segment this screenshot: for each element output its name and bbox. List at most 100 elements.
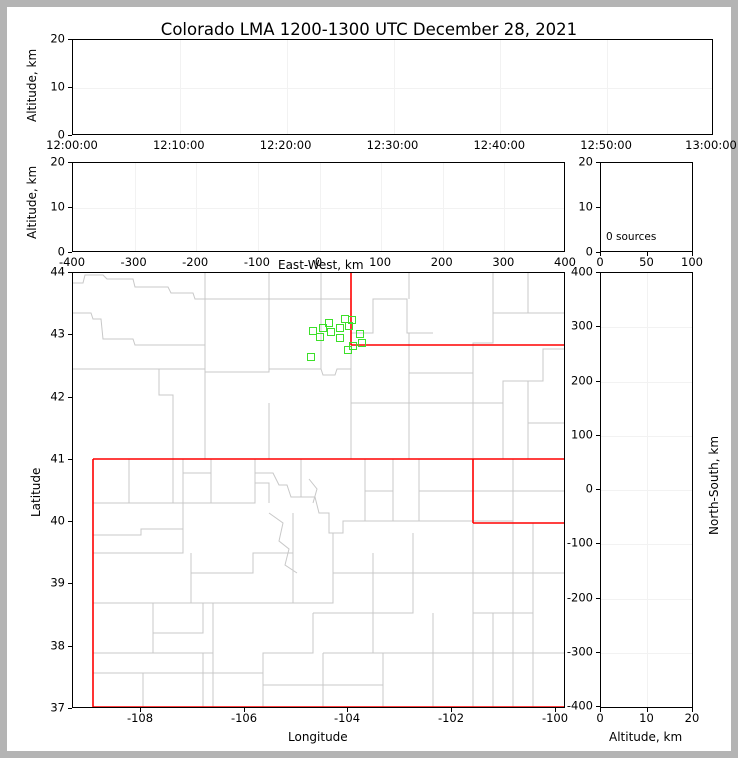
gridline: [381, 163, 383, 251]
source-marker: [327, 328, 335, 336]
axis-tick: [646, 708, 648, 712]
axis-tick: [68, 334, 72, 336]
source-marker: [344, 346, 352, 354]
axis-tick: [68, 521, 72, 523]
gridline: [393, 40, 395, 134]
axis-tick: [646, 252, 648, 256]
gridline: [601, 490, 692, 491]
axis-tick: [596, 434, 600, 436]
y-tick-label: -200: [566, 589, 593, 604]
source-histogram-panel[interactable]: 0 sources: [600, 162, 693, 252]
axis-tick: [596, 252, 600, 253]
x-tick-label: -100: [541, 711, 569, 725]
axis-tick: [347, 708, 348, 712]
figure-title: Colorado LMA 1200-1300 UTC December 28, …: [160, 20, 578, 39]
axis-tick: [692, 252, 693, 256]
y-axis-label: Latitude: [29, 467, 43, 517]
axis-tick: [68, 272, 72, 273]
y-tick-label: 100: [571, 426, 593, 441]
axis-tick: [596, 162, 600, 163]
x-tick-label: -106: [230, 711, 258, 725]
gridline: [73, 88, 712, 89]
source-marker: [356, 330, 364, 338]
north-south-altitude-panel[interactable]: [600, 272, 693, 708]
y-axis-label: North-South, km: [707, 435, 721, 535]
x-tick-label: 12:50:00: [580, 138, 632, 152]
y-tick-label: 0: [57, 244, 65, 259]
x-tick-label: 100: [681, 255, 703, 269]
y-tick-label: 10: [578, 199, 593, 214]
gridline: [442, 163, 444, 251]
source-count-annotation: 0 sources: [606, 231, 657, 243]
axis-tick: [596, 543, 600, 545]
x-tick-label: 13:00:00: [685, 138, 737, 152]
y-tick-label: 44: [50, 264, 65, 279]
y-tick-label: 0: [585, 481, 593, 496]
source-marker: [316, 333, 324, 341]
y-tick-label: 20: [578, 154, 593, 169]
axis-tick: [596, 207, 600, 208]
y-tick-label: 10: [50, 199, 65, 214]
figure-canvas: Colorado LMA 1200-1300 UTC December 28, …: [7, 7, 737, 751]
x-tick-label: 12:20:00: [259, 138, 312, 152]
map-panel[interactable]: [72, 272, 565, 708]
x-tick-label: 50: [639, 255, 654, 269]
x-axis-label: Longitude: [288, 730, 348, 744]
x-tick-label: -100: [243, 255, 270, 269]
source-marker: [358, 339, 366, 347]
source-marker: [309, 327, 317, 335]
axis-tick: [596, 326, 600, 328]
x-tick-label: 0: [596, 255, 604, 269]
x-tick-label: 12:30:00: [366, 138, 419, 152]
axis-tick: [600, 708, 601, 712]
x-tick-label: -104: [333, 711, 361, 725]
source-marker: [307, 353, 315, 361]
x-tick-label: 12:40:00: [473, 138, 526, 152]
x-tick-label: 400: [554, 255, 576, 269]
y-tick-label: 20: [50, 31, 65, 46]
gridline: [607, 40, 609, 134]
y-tick-label: 38: [50, 637, 65, 652]
axis-tick: [68, 252, 72, 253]
y-axis-label: Altitude, km: [25, 48, 39, 122]
time-height-panel[interactable]: [72, 39, 713, 135]
x-tick-label: 100: [369, 255, 392, 269]
y-tick-label: 300: [571, 318, 593, 333]
y-tick-label: 0: [585, 244, 593, 259]
gridline: [319, 163, 321, 251]
axis-tick: [596, 272, 600, 273]
gridline: [73, 208, 564, 209]
east-west-altitude-panel[interactable]: [72, 162, 565, 252]
x-tick-label: -200: [182, 255, 209, 269]
y-tick-label: 41: [50, 451, 65, 466]
x-axis-label: East-West, km: [278, 258, 364, 272]
axis-tick: [68, 87, 72, 88]
y-tick-label: 200: [571, 372, 593, 387]
x-tick-label: 10: [639, 711, 654, 725]
axis-tick: [68, 583, 72, 585]
x-tick-label: 20: [684, 711, 700, 725]
x-tick-label: 12:10:00: [152, 138, 205, 152]
source-marker: [336, 334, 344, 342]
axis-tick: [68, 207, 72, 208]
x-tick-label: 0: [314, 255, 323, 269]
x-tick-label: -102: [437, 711, 465, 725]
source-marker: [336, 324, 344, 332]
x-tick-label: -108: [126, 711, 154, 725]
x-tick-label: 200: [430, 255, 453, 269]
source-marker: [345, 322, 353, 330]
axis-tick: [68, 645, 72, 647]
x-tick-label: 300: [492, 255, 515, 269]
axis-tick: [596, 651, 600, 653]
gridline: [601, 435, 692, 437]
y-tick-label: 10: [50, 79, 65, 94]
y-tick-label: -300: [566, 643, 593, 658]
axis-tick: [68, 396, 72, 398]
y-tick-label: 43: [50, 326, 65, 341]
gridline: [601, 381, 692, 383]
axis-tick: [600, 252, 601, 256]
gridline: [196, 163, 198, 251]
axis-tick: [68, 458, 72, 460]
gridline: [601, 598, 692, 600]
axis-tick: [555, 708, 556, 712]
